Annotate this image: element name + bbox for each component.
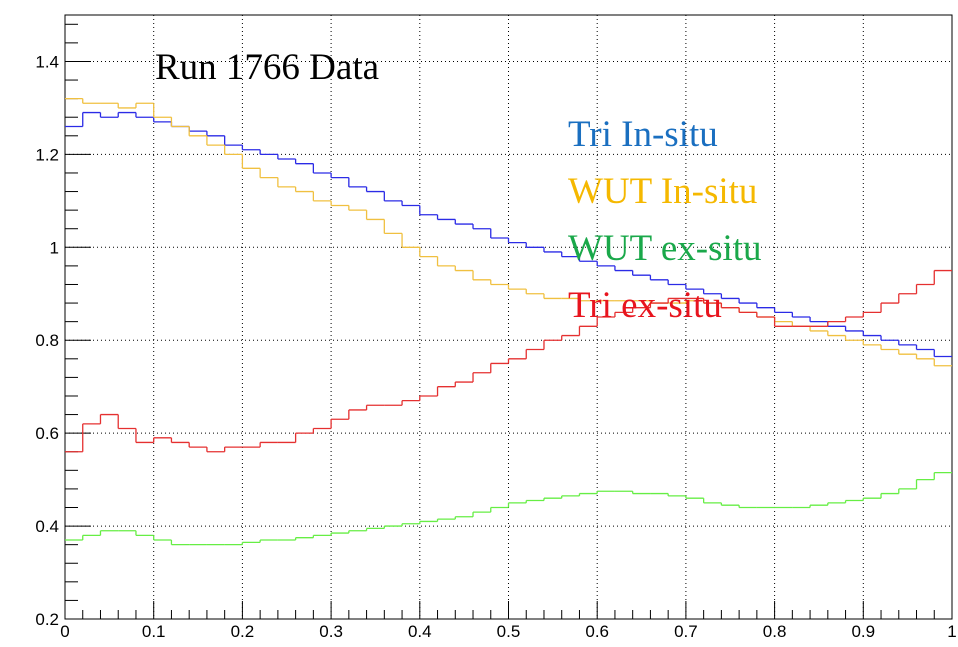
y-tick-label: 0.2 [35, 610, 59, 629]
x-tick-label: 0.9 [851, 622, 875, 641]
x-tick-label: 0.8 [763, 622, 787, 641]
y-tick-label: 1.2 [35, 145, 59, 164]
y-tick-label: 0.4 [35, 517, 59, 536]
x-tick-label: 0.2 [231, 622, 255, 641]
plot-frame [64, 14, 953, 620]
y-tick-label: 0.8 [35, 331, 59, 350]
chart-title: Run 1766 Data [155, 47, 379, 88]
x-tick-label: 0.1 [142, 622, 166, 641]
legend-entry: Tri ex-situ [568, 285, 722, 326]
legend-entry: Tri In-situ [568, 114, 718, 155]
y-tick-label: 0.6 [35, 424, 59, 443]
legend-entry: WUT In-situ [568, 171, 757, 212]
x-tick-label: 0.3 [319, 622, 343, 641]
x-tick-label: 0.7 [674, 622, 698, 641]
y-tick-label: 1 [50, 238, 59, 257]
x-tick-label: 0.5 [497, 622, 521, 641]
x-tick-label: 0.6 [585, 622, 609, 641]
y-tick-label: 1.4 [35, 52, 59, 71]
x-tick-label: 0 [60, 622, 69, 641]
x-tick-label: 0.4 [408, 622, 432, 641]
legend-entry: WUT ex-situ [568, 228, 762, 269]
x-tick-label: 1 [947, 622, 956, 641]
